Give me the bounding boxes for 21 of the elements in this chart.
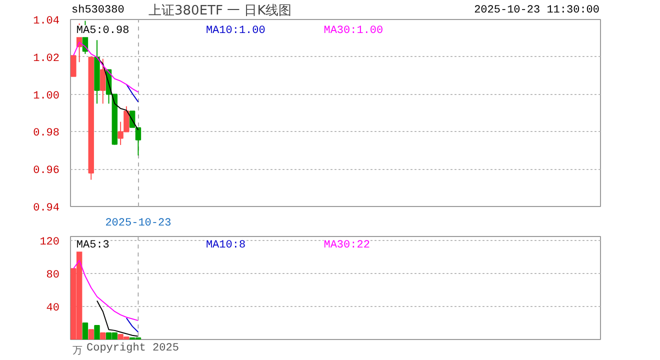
y-tick-label: 80 [46,270,60,282]
text: sh530380 [72,4,124,16]
text: 万 [72,346,82,356]
y-tick-label: 120 [40,236,60,249]
chart-title: 上证380ETF 一 日K线图 [148,4,292,18]
text: 2025-10-23 11:30:00 [474,4,600,16]
y-tick-label: 0.98 [33,128,60,140]
x-tick-label: 2025-10-23 [105,218,172,230]
text: Copyright 2025 [86,342,179,354]
y-tick-label: 1.00 [33,90,60,102]
y-tick-label: 1.04 [33,16,60,28]
text: MA10:1.00 [206,25,266,38]
text: MA30:22 [324,240,370,252]
y-tick-label: 0.96 [33,165,60,178]
text: MA5:0.98 [76,25,130,38]
y-tick-label: 0.94 [33,202,60,214]
y-tick-label: 1.02 [33,52,60,65]
text: MA5:3 [76,240,110,252]
y-tick-label: 40 [46,302,60,315]
text: MA30:1.00 [324,25,384,38]
text: MA10:8 [206,240,246,252]
